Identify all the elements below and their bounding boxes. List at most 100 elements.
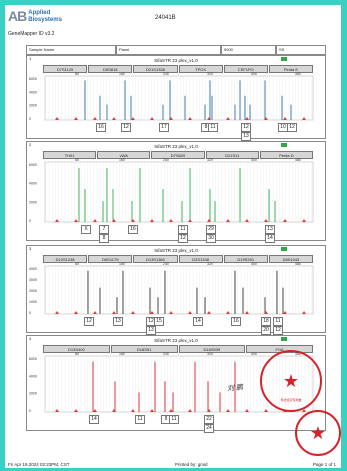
- y-tick-label: 6000: [29, 357, 37, 361]
- panel-number: 2: [29, 142, 32, 147]
- x-tick-label: 320: [207, 262, 213, 266]
- x-tick-label: 80: [75, 352, 79, 356]
- allele-label: 7: [99, 225, 109, 234]
- marker-label: D19S391: [223, 255, 268, 263]
- size-standard-marker: [112, 219, 116, 222]
- allele-label: X: [81, 225, 91, 234]
- electropherogram-panel: 2 SifaSTR 23 plex_v1.0 TH01 vWA D7S820 D21S11…: [26, 141, 326, 243]
- software-name: GeneMapper ID v3.2: [8, 31, 55, 37]
- allele-label: 30: [206, 234, 216, 243]
- y-tick-label: 6000: [29, 77, 37, 81]
- y-tick-label: 4000: [29, 374, 37, 378]
- size-standard-marker: [226, 117, 230, 120]
- size-standard-marker: [169, 311, 173, 314]
- size-standard-marker: [264, 117, 268, 120]
- marker-label: TH01: [43, 151, 97, 159]
- x-tick-label: 480: [295, 158, 301, 162]
- x-tick-label: 400: [251, 158, 257, 162]
- x-tick-label: 80: [75, 262, 79, 266]
- y-tick-label: 0: [29, 409, 31, 413]
- report-sheet: AB Applied Biosystems GeneMapper ID v3.2…: [5, 5, 341, 468]
- panel-title: SifaSTR 23 plex_v1.0: [154, 248, 198, 253]
- dye-color-box: [281, 57, 287, 61]
- x-tick-label: 240: [163, 352, 169, 356]
- marker-label: D13S1360: [133, 255, 178, 263]
- allele-label: 16: [96, 123, 106, 132]
- size-standard-marker: [207, 409, 211, 412]
- official-stamp-small: ★: [295, 410, 341, 456]
- marker-label: TPOX: [178, 65, 223, 73]
- printed-on: Fri Apr 19,2024 02:23PM, CST: [8, 462, 70, 467]
- allele-label: 14: [193, 317, 203, 326]
- marker-label: CSF1PO: [223, 65, 268, 73]
- x-tick-label: 80: [75, 158, 79, 162]
- dye-color-box: [281, 143, 287, 147]
- size-standard-marker: [245, 219, 249, 222]
- allele-label: 15: [154, 317, 164, 326]
- x-tick-label: 320: [207, 158, 213, 162]
- allele-label: 18: [261, 317, 271, 326]
- y-tick-label: 4000: [29, 182, 37, 186]
- size-standard-marker: [131, 311, 135, 314]
- size-standard-marker: [226, 219, 230, 222]
- size-standard-marker: [264, 409, 268, 412]
- allele-label: 12: [241, 123, 251, 132]
- allele-label: 13: [113, 317, 123, 326]
- page-number: Page 1 of 1: [312, 462, 336, 467]
- dye-color-box: [281, 247, 287, 251]
- allele-label: 12: [287, 123, 297, 132]
- size-standard-marker: [74, 311, 78, 314]
- size-standard-marker: [55, 311, 59, 314]
- size-standard-marker: [302, 409, 306, 412]
- y-tick-label: 3000: [29, 278, 37, 282]
- allele-label: 13: [265, 225, 275, 234]
- y-tick-label: 0: [29, 311, 31, 315]
- size-standard-marker: [188, 311, 192, 314]
- size-standard-marker: [302, 219, 306, 222]
- dye-color-box: [281, 337, 287, 341]
- plot-frame: [44, 265, 314, 315]
- allele-label: 8: [99, 234, 109, 243]
- x-tick-label: 320: [207, 72, 213, 76]
- marker-bar: D7S1129 D5S818 D21S1338 TPOX CSF1PO Penta E: [43, 65, 314, 73]
- official-stamp-large: ★ 司法鉴定专用章: [260, 350, 322, 412]
- x-tick-label: 480: [295, 72, 301, 76]
- allele-label: 14: [89, 415, 99, 424]
- allele-label: 11: [273, 317, 283, 326]
- y-tick-label: 2000: [29, 200, 37, 204]
- size-standard-marker: [188, 219, 192, 222]
- stamp-text: 司法鉴定专用章: [280, 398, 302, 402]
- allele-label: 22: [204, 415, 214, 424]
- size-standard-marker: [93, 219, 97, 222]
- size-standard-marker: [169, 117, 173, 120]
- x-tick-label: 400: [251, 262, 257, 266]
- size-standard-marker: [245, 311, 249, 314]
- size-standard-marker: [93, 409, 97, 412]
- marker-label: D8S1043: [268, 255, 314, 263]
- marker-label: D13S400: [43, 345, 110, 353]
- size-standard-marker: [302, 311, 306, 314]
- y-tick-label: 0: [29, 117, 31, 121]
- size-standard-marker: [245, 117, 249, 120]
- marker-label: D2S1338: [178, 255, 223, 263]
- logo: AB Applied Biosystems: [8, 9, 62, 23]
- size-standard-marker: [264, 311, 268, 314]
- stamp-star-icon: ★: [309, 422, 327, 443]
- size-standard-marker: [74, 409, 78, 412]
- y-tick-label: 0: [29, 219, 31, 223]
- allele-label: 12: [121, 123, 131, 132]
- size-standard-marker: [283, 311, 287, 314]
- x-tick-label: 240: [163, 262, 169, 266]
- allele-label: 11: [208, 123, 218, 132]
- allele-label: 12: [273, 326, 283, 335]
- marker-label: vWA: [97, 151, 151, 159]
- allele-label: 13: [146, 326, 156, 335]
- marker-label: D10S1248: [43, 255, 88, 263]
- size-standard-marker: [169, 409, 173, 412]
- size-standard-marker: [188, 409, 192, 412]
- size-standard-marker: [93, 311, 97, 314]
- size-standard-marker: [131, 409, 135, 412]
- marker-label: D7S820: [151, 151, 205, 159]
- y-tick-label: 2000: [29, 289, 37, 293]
- size-standard-marker: [264, 219, 268, 222]
